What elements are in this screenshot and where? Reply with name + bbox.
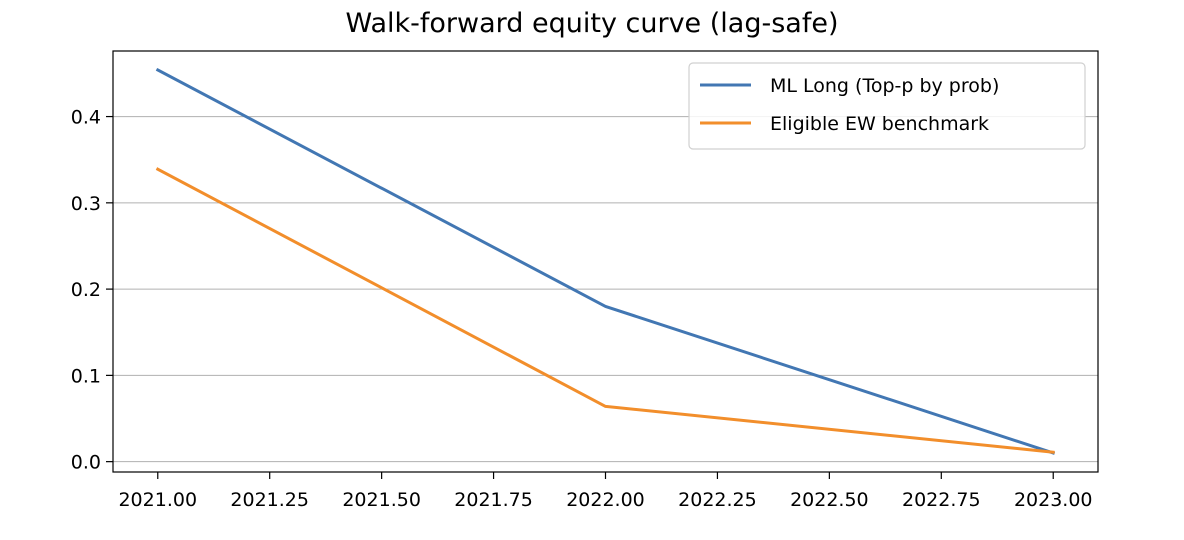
y-tick-label: 0.0 <box>71 452 101 474</box>
series-line-0 <box>155 67 1056 455</box>
series-lines <box>155 67 1056 455</box>
x-tick-label: 2021.50 <box>342 489 421 511</box>
x-tick-label: 2021.00 <box>118 489 197 511</box>
x-tick-label: 2021.25 <box>230 489 309 511</box>
x-axis: 2021.00 2021.25 2021.50 2021.75 2022.00 2022.… <box>118 472 1093 511</box>
x-tick-label: 2022.25 <box>678 489 757 511</box>
y-tick-label: 0.3 <box>71 193 101 215</box>
y-axis: 0.0 0.1 0.2 0.3 0.4 <box>71 107 113 474</box>
y-tick-label: 0.1 <box>71 365 101 387</box>
legend-label-0: ML Long (Top-p by prob) <box>770 75 999 97</box>
x-tick-label: 2022.00 <box>566 489 645 511</box>
legend: ML Long (Top-p by prob) Eligible EW bench… <box>688 62 1086 150</box>
legend-label-1: Eligible EW benchmark <box>770 113 989 135</box>
x-tick-label: 2022.50 <box>790 489 869 511</box>
x-tick-label: 2023.00 <box>1014 489 1093 511</box>
legend-box <box>688 62 1086 150</box>
x-tick-label: 2022.75 <box>902 489 981 511</box>
x-tick-label: 2021.75 <box>454 489 533 511</box>
y-tick-label: 0.2 <box>71 279 101 301</box>
y-tick-label: 0.4 <box>71 107 101 129</box>
series-line-1 <box>155 167 1055 454</box>
grid-lines <box>113 116 1098 463</box>
chart-title: Walk-forward equity curve (lag-safe) <box>345 8 839 39</box>
